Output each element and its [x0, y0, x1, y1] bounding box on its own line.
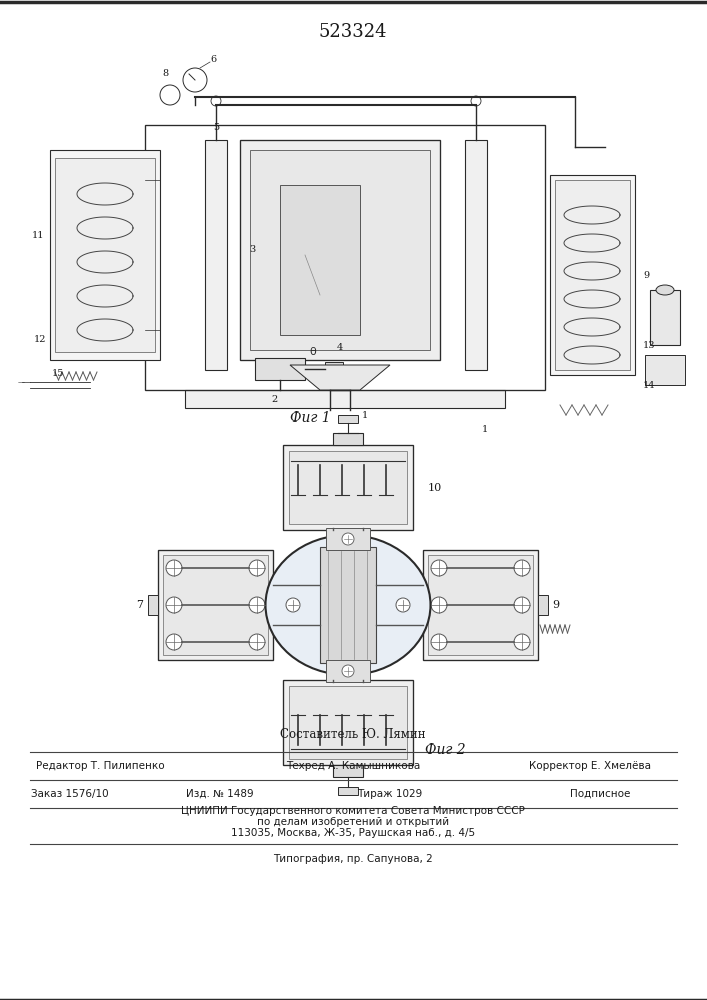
- Circle shape: [286, 598, 300, 612]
- Bar: [255, 358, 305, 380]
- Bar: [289, 686, 407, 759]
- Bar: [163, 555, 268, 655]
- Text: 14: 14: [643, 380, 655, 389]
- Text: 5: 5: [213, 123, 219, 132]
- Text: Фиг 1: Фиг 1: [290, 411, 330, 425]
- Bar: [423, 550, 538, 660]
- Circle shape: [249, 634, 265, 650]
- Bar: [650, 290, 680, 345]
- Circle shape: [183, 68, 207, 92]
- Bar: [280, 185, 360, 335]
- Text: Фиг 2: Фиг 2: [425, 743, 466, 757]
- Text: 9: 9: [552, 600, 559, 610]
- Text: 523324: 523324: [319, 23, 387, 41]
- Text: 113035, Москва, Ж-35, Раушская наб., д. 4/5: 113035, Москва, Ж-35, Раушская наб., д. …: [231, 828, 475, 838]
- Bar: [50, 150, 160, 360]
- Bar: [250, 150, 430, 350]
- Text: Техред А. Камышникова: Техред А. Камышникова: [286, 761, 420, 771]
- Bar: [55, 158, 155, 352]
- Text: Составитель Ю. Лямин: Составитель Ю. Лямин: [280, 728, 426, 740]
- Text: 4: 4: [337, 344, 343, 353]
- Circle shape: [431, 597, 447, 613]
- Text: 2: 2: [272, 395, 278, 404]
- Bar: [145, 125, 545, 390]
- Bar: [158, 550, 273, 660]
- Circle shape: [342, 665, 354, 677]
- Bar: [465, 140, 487, 370]
- Bar: [333, 765, 363, 777]
- Circle shape: [166, 634, 182, 650]
- Bar: [148, 595, 158, 615]
- Circle shape: [471, 96, 481, 106]
- Ellipse shape: [656, 285, 674, 295]
- Text: Редактор Т. Пилипенко: Редактор Т. Пилипенко: [35, 761, 164, 771]
- Text: Заказ 1576/10: Заказ 1576/10: [31, 789, 109, 799]
- Text: 8: 8: [162, 68, 168, 78]
- Bar: [555, 180, 630, 370]
- Text: 10: 10: [428, 483, 443, 493]
- Text: Тираж 1029: Тираж 1029: [357, 789, 423, 799]
- Bar: [550, 175, 635, 375]
- Bar: [428, 555, 533, 655]
- Text: 11: 11: [32, 231, 45, 239]
- Text: ЦНИИПИ Государственного комитета Совета Министров СССР: ЦНИИПИ Государственного комитета Совета …: [181, 806, 525, 816]
- Circle shape: [342, 533, 354, 545]
- Text: 1: 1: [482, 426, 488, 434]
- Circle shape: [514, 597, 530, 613]
- Text: 6: 6: [210, 55, 216, 64]
- Text: по делам изобретений и открытий: по делам изобретений и открытий: [257, 817, 449, 827]
- Circle shape: [211, 96, 221, 106]
- Circle shape: [514, 560, 530, 576]
- Circle shape: [514, 634, 530, 650]
- Circle shape: [249, 560, 265, 576]
- Bar: [338, 787, 358, 795]
- Circle shape: [431, 560, 447, 576]
- Bar: [283, 680, 413, 765]
- Bar: [185, 390, 505, 408]
- Circle shape: [249, 597, 265, 613]
- Ellipse shape: [266, 535, 431, 675]
- Text: 1: 1: [362, 412, 368, 420]
- Text: 7: 7: [136, 600, 144, 610]
- Text: 12: 12: [34, 336, 46, 344]
- Text: 9: 9: [643, 270, 649, 279]
- Text: 15: 15: [52, 369, 64, 378]
- Text: Подписное: Подписное: [570, 789, 630, 799]
- Bar: [338, 415, 358, 423]
- Bar: [645, 355, 685, 385]
- Text: Корректор Е. Хмелёва: Корректор Е. Хмелёва: [529, 761, 651, 771]
- Bar: [240, 140, 440, 360]
- Text: 13: 13: [643, 340, 655, 350]
- Bar: [320, 547, 376, 663]
- Circle shape: [166, 560, 182, 576]
- Circle shape: [431, 634, 447, 650]
- Circle shape: [160, 85, 180, 105]
- Text: Изд. № 1489: Изд. № 1489: [186, 789, 254, 799]
- Bar: [289, 451, 407, 524]
- Bar: [325, 362, 343, 376]
- Bar: [333, 433, 363, 445]
- Bar: [283, 445, 413, 530]
- Bar: [326, 528, 370, 550]
- Text: Типография, пр. Сапунова, 2: Типография, пр. Сапунова, 2: [273, 854, 433, 864]
- Polygon shape: [290, 365, 390, 390]
- Text: —: —: [18, 379, 25, 385]
- Text: θ: θ: [310, 347, 316, 357]
- Bar: [326, 660, 370, 682]
- Circle shape: [166, 597, 182, 613]
- Text: 3: 3: [249, 245, 255, 254]
- Bar: [538, 595, 548, 615]
- Bar: [205, 140, 227, 370]
- Circle shape: [396, 598, 410, 612]
